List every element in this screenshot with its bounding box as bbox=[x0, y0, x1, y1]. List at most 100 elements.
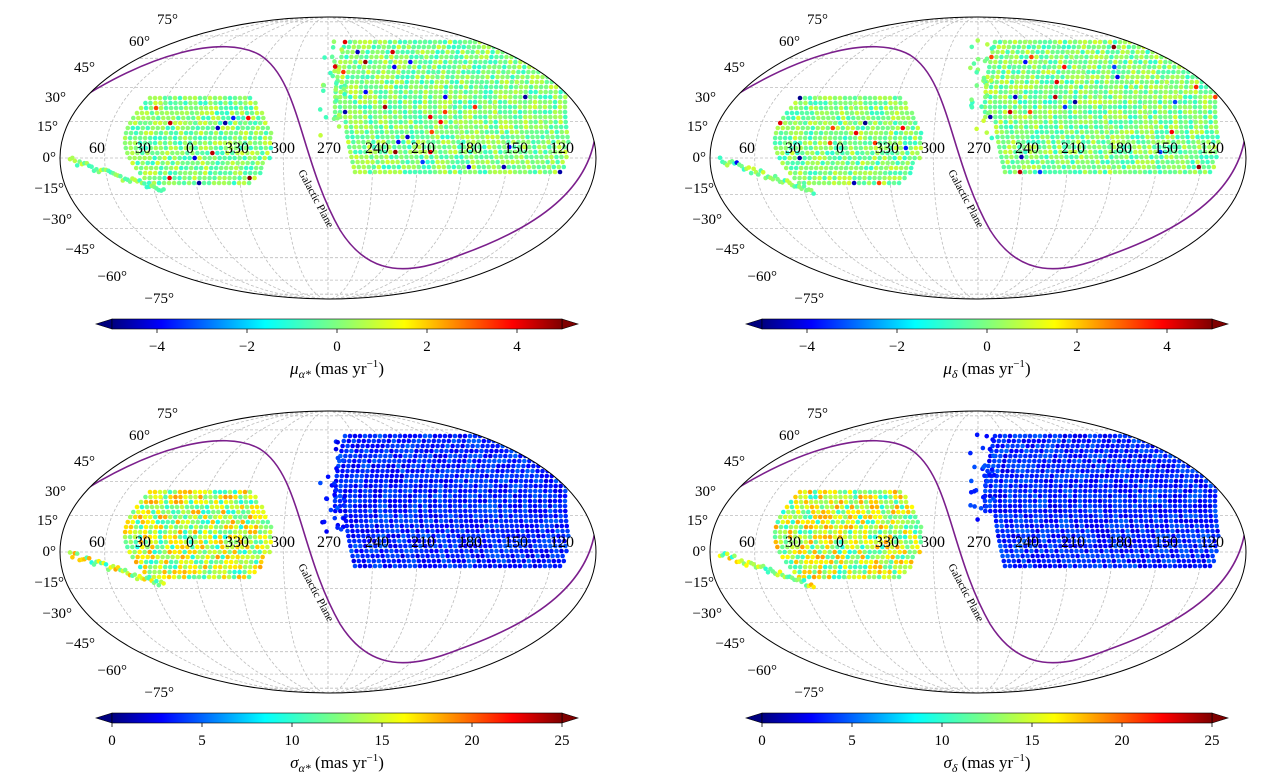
coverage-point bbox=[443, 150, 448, 155]
coverage-point bbox=[404, 479, 409, 484]
coverage-point bbox=[265, 545, 270, 550]
coverage-point bbox=[1084, 55, 1089, 60]
coverage-point bbox=[418, 40, 423, 45]
coverage-point bbox=[1058, 60, 1063, 65]
coverage-point bbox=[1116, 45, 1121, 50]
coverage-point bbox=[175, 545, 180, 550]
coverage-point bbox=[1213, 120, 1218, 125]
coverage-point bbox=[849, 131, 854, 136]
coverage-point bbox=[160, 505, 165, 510]
coverage-point bbox=[870, 151, 875, 156]
coverage-point bbox=[543, 95, 548, 100]
coverage-point bbox=[518, 115, 523, 120]
coverage-point bbox=[349, 130, 354, 135]
coverage-point bbox=[519, 125, 524, 130]
coverage-point bbox=[530, 75, 535, 80]
coverage-point bbox=[837, 181, 842, 186]
coverage-point bbox=[827, 176, 832, 181]
coverage-point bbox=[1163, 170, 1168, 175]
coverage-point bbox=[1015, 160, 1020, 165]
coverage-point bbox=[509, 474, 514, 479]
coverage-point bbox=[217, 550, 222, 555]
coverage-point bbox=[1183, 100, 1188, 105]
coverage-point bbox=[463, 514, 468, 519]
coverage-point bbox=[233, 565, 238, 570]
coverage-point bbox=[181, 510, 186, 515]
coverage-point bbox=[369, 130, 374, 135]
coverage-point bbox=[385, 50, 390, 55]
coverage-point bbox=[555, 50, 560, 55]
coverage-point bbox=[513, 499, 518, 504]
coverage-point bbox=[260, 161, 265, 166]
coverage-point bbox=[809, 166, 814, 171]
coverage-point bbox=[1073, 90, 1078, 95]
coverage-point bbox=[218, 530, 223, 535]
coverage-point bbox=[533, 105, 538, 110]
coverage-point bbox=[846, 116, 851, 121]
coverage-point bbox=[1054, 80, 1059, 85]
coverage-point bbox=[380, 160, 385, 165]
coverage-point bbox=[490, 469, 495, 474]
coverage-point bbox=[238, 565, 243, 570]
coverage-point bbox=[233, 490, 238, 495]
coverage-point bbox=[784, 131, 789, 136]
coverage-point bbox=[173, 121, 178, 126]
coverage-point bbox=[386, 165, 391, 170]
coverage-point bbox=[440, 160, 445, 165]
coverage-point bbox=[423, 509, 428, 514]
coverage-point bbox=[192, 176, 197, 181]
coverage-point bbox=[250, 505, 255, 510]
coverage-point bbox=[991, 70, 996, 75]
coverage-point bbox=[496, 464, 501, 469]
coverage-point bbox=[413, 489, 418, 494]
coverage-point bbox=[1184, 80, 1189, 85]
coverage-point bbox=[178, 136, 183, 141]
coverage-point bbox=[178, 490, 183, 495]
coverage-point bbox=[353, 170, 358, 175]
coverage-point bbox=[420, 135, 425, 140]
coverage-point bbox=[1158, 90, 1163, 95]
coverage-point bbox=[144, 560, 149, 565]
coverage-point bbox=[525, 444, 530, 449]
coverage-point bbox=[485, 50, 490, 55]
coverage-point bbox=[553, 105, 558, 110]
coverage-point bbox=[514, 474, 519, 479]
coverage-point bbox=[533, 499, 538, 504]
coverage-point bbox=[1038, 95, 1043, 100]
coverage-point bbox=[177, 550, 182, 555]
coverage-point bbox=[393, 484, 398, 489]
coverage-point bbox=[1064, 85, 1069, 90]
coverage-point bbox=[747, 165, 752, 170]
coverage-point bbox=[346, 140, 351, 145]
coverage-point bbox=[1203, 40, 1208, 45]
coverage-point bbox=[848, 121, 853, 126]
coverage-point bbox=[407, 65, 412, 70]
coverage-point bbox=[375, 444, 380, 449]
coverage-point bbox=[868, 121, 873, 126]
coverage-point bbox=[496, 165, 501, 170]
coverage-point bbox=[404, 155, 409, 160]
coverage-point bbox=[128, 141, 133, 146]
coverage-point bbox=[414, 474, 419, 479]
coverage-point bbox=[1173, 170, 1178, 175]
coverage-point bbox=[428, 454, 433, 459]
coverage-point bbox=[192, 181, 197, 186]
coverage-point bbox=[1194, 55, 1199, 60]
coverage-point bbox=[445, 160, 450, 165]
coverage-point bbox=[543, 484, 548, 489]
coverage-point bbox=[564, 85, 569, 90]
coverage-point bbox=[373, 120, 378, 125]
coverage-point bbox=[477, 65, 482, 70]
coverage-point bbox=[1124, 125, 1129, 130]
coverage-point bbox=[553, 90, 558, 95]
coverage-point bbox=[493, 105, 498, 110]
coverage-point bbox=[822, 181, 827, 186]
coverage-point bbox=[240, 555, 245, 560]
coverage-point bbox=[1001, 70, 1006, 75]
coverage-point bbox=[544, 449, 549, 454]
coverage-point bbox=[374, 125, 379, 130]
coverage-point bbox=[188, 490, 193, 495]
coverage-point bbox=[175, 151, 180, 156]
coverage-point bbox=[1188, 95, 1193, 100]
coverage-point bbox=[799, 131, 804, 136]
